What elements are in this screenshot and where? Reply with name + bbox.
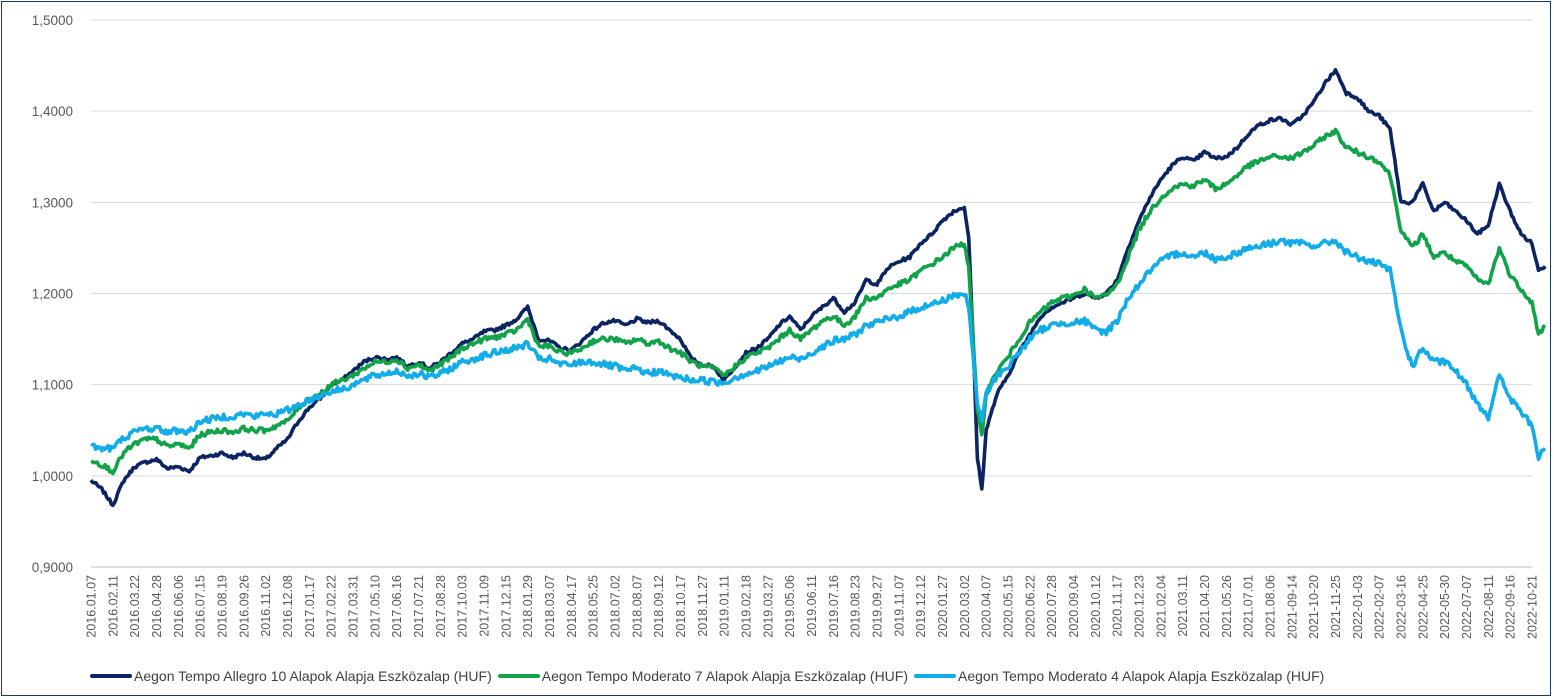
x-tick-label: 2022-02-07 — [1373, 575, 1387, 639]
x-tick-label: 2016.09.26 — [237, 575, 251, 638]
x-tick-label: 2016.07.15 — [194, 575, 208, 638]
x-tick-label: 2021-10-20 — [1307, 575, 1321, 639]
x-tick-label: 2017.08.28 — [434, 575, 448, 638]
legend-label-moderato-7: Aegon Tempo Moderato 7 Alapok Alapja Esz… — [541, 668, 909, 684]
y-tick-label: 1,0000 — [32, 469, 73, 484]
x-tick-label: 2018.07.02 — [609, 575, 623, 638]
y-tick-label: 1,5000 — [32, 13, 73, 28]
x-tick-label: 2021-11-25 — [1329, 575, 1343, 638]
x-tick-label: 2017.12.15 — [499, 575, 513, 638]
x-tick-label: 2017.11.09 — [478, 575, 492, 637]
x-tick-label: 2020.09.04 — [1067, 575, 1081, 638]
legend: Aegon Tempo Allegro 10 Alapok Alapja Esz… — [90, 666, 1330, 686]
x-tick-label: 2017.03.31 — [347, 575, 361, 638]
x-tick-label: 2016.03.22 — [128, 575, 142, 638]
x-tick-label: 2019.11.07 — [892, 575, 906, 637]
x-tick-label: 2019.03.27 — [761, 575, 775, 638]
x-tick-label: 2016.04.28 — [150, 575, 164, 638]
legend-label-allegro-10: Aegon Tempo Allegro 10 Alapok Alapja Esz… — [134, 668, 492, 684]
x-tick-label: 2020.12.23 — [1133, 575, 1147, 638]
legend-label-moderato-4: Aegon Tempo Moderato 4 Alapok Alapja Esz… — [958, 668, 1325, 684]
y-tick-label: 1,1000 — [32, 378, 73, 393]
x-tick-label: 2022-10-21 — [1526, 575, 1540, 639]
x-tick-label: 2018.10.17 — [674, 575, 688, 638]
x-tick-label: 2018.03.07 — [543, 575, 557, 638]
x-tick-label: 2020.01.27 — [936, 575, 950, 638]
x-tick-label: 2022-08-11 — [1482, 575, 1496, 638]
x-tick-label: 2017.10.03 — [456, 575, 470, 638]
series-line-1 — [90, 127, 1547, 476]
x-tick-label: 2016.12.08 — [281, 575, 295, 638]
x-tick-label: 2018.11.27 — [696, 575, 710, 637]
x-tick-label: 2018.04.17 — [565, 575, 579, 638]
x-tick-label: 2021.05.26 — [1220, 575, 1234, 638]
x-tick-label: 2019.05.06 — [783, 575, 797, 638]
x-tick-label: 2018.01.29 — [521, 575, 535, 638]
x-tick-label: 2020.05.15 — [1002, 575, 1016, 638]
x-tick-label: 2020.11.17 — [1111, 575, 1125, 637]
x-tick-label: 2019.09.27 — [871, 575, 885, 638]
x-tick-label: 2017.07.21 — [412, 575, 426, 638]
x-tick-label: 2020.10.12 — [1089, 575, 1103, 638]
series-line-2 — [90, 237, 1547, 462]
x-tick-label: 2021.04.20 — [1198, 575, 1212, 638]
y-tick-label: 0,9000 — [32, 560, 73, 575]
x-tick-label: 2022-04-25 — [1416, 575, 1430, 639]
y-tick-label: 1,4000 — [32, 104, 73, 119]
x-tick-label: 2016.11.02 — [259, 575, 273, 637]
x-tick-label: 2021-09-14 — [1285, 575, 1299, 639]
x-tick-label: 2019.01.11 — [718, 575, 732, 637]
x-axis-ticks: 2016.01.07 2016.02.11 2016.03.22 2016.04.28… — [85, 575, 1540, 639]
y-tick-label: 1,2000 — [32, 287, 73, 302]
legend-swatch-moderato-4 — [914, 674, 957, 678]
x-tick-label: 2017.06.16 — [390, 575, 404, 638]
x-tick-label: 2020.07.28 — [1045, 575, 1059, 638]
x-tick-label: 2021.03.11 — [1176, 575, 1190, 637]
x-tick-label: 2017.05.10 — [368, 575, 382, 638]
x-tick-label: 2017.01.17 — [303, 575, 317, 638]
x-tick-label: 2017.02.22 — [325, 575, 339, 638]
x-tick-label: 2022-01-03 — [1351, 575, 1365, 639]
x-tick-label: 2019.07.16 — [827, 575, 841, 638]
x-tick-label: 2019.08.23 — [849, 575, 863, 638]
x-tick-label: 2019.12.12 — [914, 575, 928, 638]
x-tick-label: 2022-09-16 — [1504, 575, 1518, 639]
legend-item-allegro-10[interactable]: Aegon Tempo Allegro 10 Alapok Alapja Esz… — [90, 668, 492, 684]
x-tick-label: 2020.03.02 — [958, 575, 972, 638]
x-tick-label: 2020.06.22 — [1023, 575, 1037, 638]
legend-swatch-allegro-10 — [90, 674, 132, 678]
x-tick-label: 2018.05.25 — [587, 575, 601, 638]
legend-item-moderato-7[interactable]: Aegon Tempo Moderato 7 Alapok Alapja Esz… — [497, 668, 909, 684]
x-tick-label: 2021.02.04 — [1154, 575, 1168, 638]
gridlines — [91, 19, 1532, 568]
x-tick-label: 2016.08.19 — [216, 575, 230, 638]
x-tick-label: 2022-05-30 — [1438, 575, 1452, 639]
x-tick-label: 2022-07-07 — [1460, 575, 1474, 639]
x-tick-label: 2016.01.07 — [85, 575, 99, 638]
y-tick-label: 1,3000 — [32, 195, 73, 210]
x-tick-label: 2020.04.07 — [980, 575, 994, 638]
x-tick-label: 2021.07.01 — [1242, 575, 1256, 638]
series-lines — [89, 68, 1547, 508]
x-tick-label: 2022-03-16 — [1395, 575, 1409, 639]
x-tick-label: 2018.09.12 — [652, 575, 666, 638]
x-tick-label: 2019.06.11 — [805, 575, 819, 637]
legend-swatch-moderato-7 — [497, 674, 540, 678]
y-axis-ticks: 0,9000 1,0000 1,1000 1,2000 1,3000 1,4000 1,50… — [32, 13, 73, 575]
x-tick-label: 2016.02.11 — [106, 575, 120, 637]
legend-item-moderato-4[interactable]: Aegon Tempo Moderato 4 Alapok Alapja Esz… — [914, 668, 1324, 684]
x-tick-label: 2016.06.06 — [172, 575, 186, 638]
x-tick-label: 2018.08.07 — [630, 575, 644, 638]
x-tick-label: 2019.02.18 — [740, 575, 754, 638]
x-tick-label: 2021.08.06 — [1264, 575, 1278, 638]
